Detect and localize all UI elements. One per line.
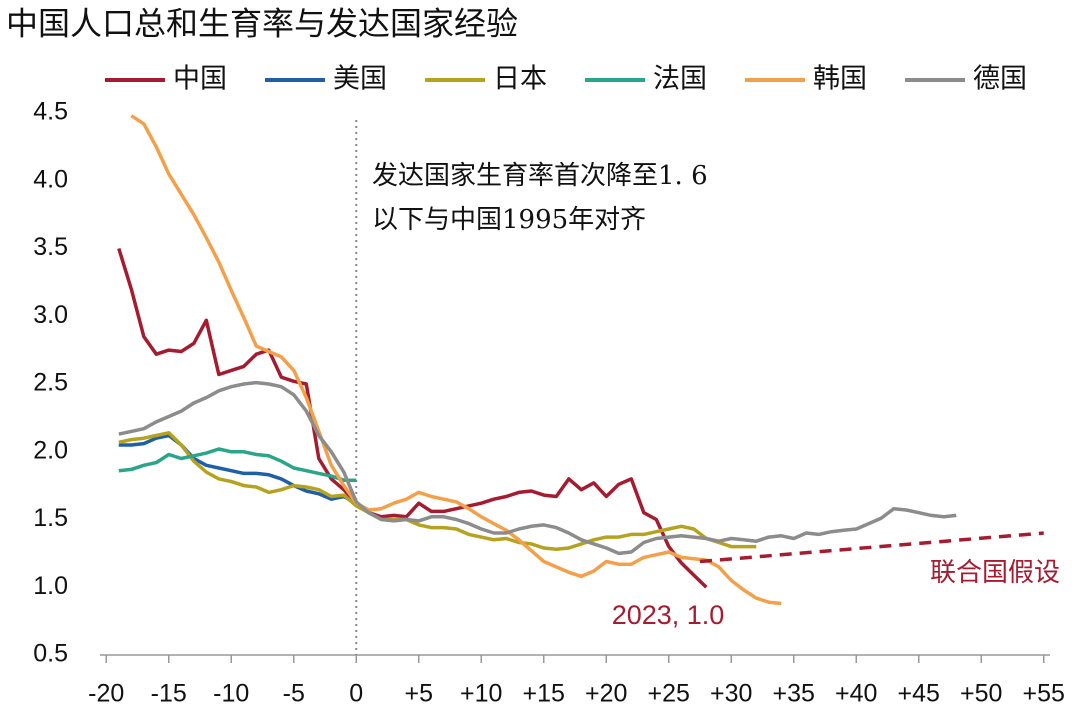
x-tick-label: +45 — [898, 680, 940, 708]
annotation: 发达国家生育率首次降至1. 6 — [372, 161, 708, 191]
x-tick-label: +20 — [585, 680, 627, 708]
x-tick-label: -20 — [88, 680, 124, 708]
legend-label: 法国 — [653, 64, 707, 95]
y-tick-label: 3.0 — [33, 301, 68, 329]
x-tick-label: -10 — [213, 680, 249, 708]
y-tick-label: 0.5 — [33, 640, 68, 668]
y-tick-label: 1.5 — [33, 504, 68, 532]
series-line — [118, 380, 957, 556]
y-tick-label: 4.0 — [33, 165, 68, 193]
y-tick-label: 4.5 — [33, 98, 68, 126]
x-tick-label: -5 — [283, 680, 305, 708]
x-tick-label: +25 — [648, 680, 690, 708]
series-line — [118, 447, 357, 482]
point-label: 2023, 1.0 — [612, 600, 725, 630]
series-line — [130, 114, 782, 606]
y-tick-label: 2.0 — [33, 436, 68, 464]
series-line — [118, 433, 358, 505]
legend-label: 韩国 — [813, 64, 867, 95]
x-tick-label: +10 — [460, 680, 502, 708]
legend-label: 中国 — [173, 64, 227, 95]
x-tick-label: +35 — [773, 680, 815, 708]
chart-title: 中国人口总和生育率与发达国家经验 — [6, 5, 518, 43]
x-tick-label: +55 — [1023, 680, 1065, 708]
legend-label: 德国 — [973, 64, 1027, 95]
series-line — [118, 431, 757, 552]
x-tick-label: +30 — [710, 680, 752, 708]
projection-label: 联合国假设 — [930, 558, 1060, 588]
x-tick-label: -15 — [151, 680, 187, 708]
y-tick-label: 3.5 — [33, 233, 68, 261]
x-tick-label: +40 — [835, 680, 877, 708]
legend-label: 日本 — [493, 64, 547, 95]
y-tick-label: 2.5 — [33, 369, 68, 397]
x-tick-label: +5 — [404, 680, 433, 708]
x-tick-label: +15 — [523, 680, 565, 708]
y-tick-label: 1.0 — [33, 572, 68, 600]
legend-label: 美国 — [333, 64, 387, 95]
projection-line — [699, 531, 1044, 564]
x-tick-label: +50 — [960, 680, 1002, 708]
series-line — [117, 247, 708, 589]
annotation: 以下与中国1995年对齐 — [372, 205, 646, 235]
x-tick-label: 0 — [349, 680, 363, 708]
